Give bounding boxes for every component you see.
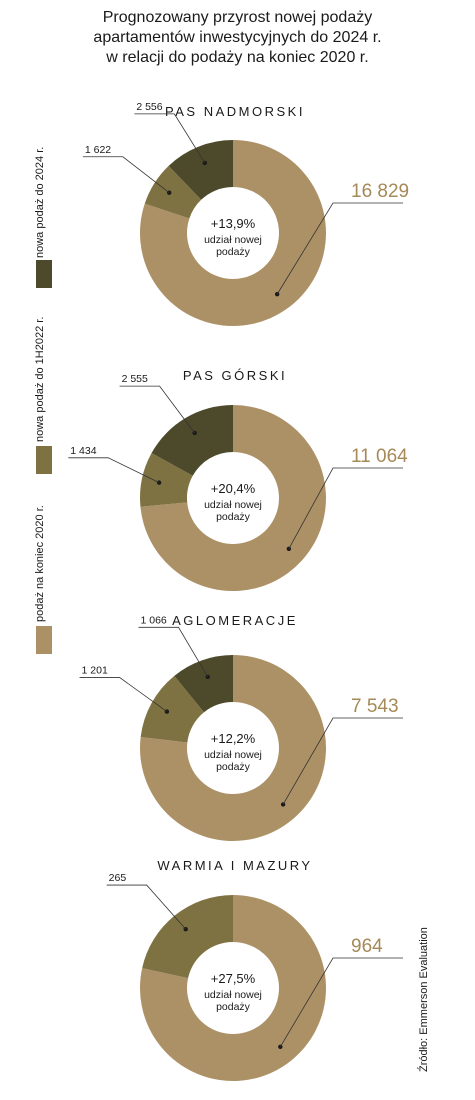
value-label-new-1h2022: 1 622 (85, 144, 111, 156)
slice-supply-2020 (140, 655, 326, 841)
slice-new-2024 (174, 655, 233, 713)
center-caption-line: podaży (216, 511, 251, 523)
leader-line-new-1h2022 (79, 677, 168, 712)
leader-dot-supply-2020 (286, 546, 292, 552)
leader-dot-new-2024 (202, 160, 208, 166)
center-caption-line: udział nowej (204, 989, 262, 1001)
region-title-pas-gorski: PAS GÓRSKI (182, 368, 288, 383)
leader-line-supply-2020 (282, 717, 403, 805)
title-line-2: apartamentów inwestycyjnych do 2024 r. (93, 29, 382, 46)
leader-line-supply-2020 (276, 202, 403, 295)
leader-dot-supply-2020 (274, 292, 280, 297)
slice-supply-2020 (140, 140, 326, 326)
leader-line-new-2024 (138, 626, 209, 678)
leader-line-new-1h2022 (106, 884, 186, 930)
value-label-new-1h2022: 265 (109, 872, 127, 884)
value-label-new-2024: 2 556 (136, 101, 162, 113)
legend-swatch-supply-2020 (36, 626, 52, 654)
region-title-pas-nadmorski: PAS NADMORSKI (165, 104, 305, 119)
value-label-new-2024: 2 555 (122, 373, 148, 385)
slice-new-1h2022 (144, 165, 202, 219)
leader-dot-new-1h2022 (156, 480, 162, 485)
leader-line-new-2024 (119, 385, 195, 434)
value-label-supply-2020: 11 064 (351, 446, 408, 467)
center-caption-line: udział nowej (204, 234, 262, 246)
slice-supply-2020 (139, 895, 326, 1081)
value-label-supply-2020: 964 (351, 936, 383, 957)
slice-new-1h2022 (140, 675, 204, 743)
slice-new-2024 (151, 405, 233, 476)
value-label-new-1h2022: 1 201 (82, 664, 108, 676)
chart-title: Prognozowany przyrost nowej podaży apart… (0, 8, 475, 68)
region-title-aglomeracje: AGLOMERACJE (172, 613, 298, 628)
value-label-new-1h2022: 1 434 (70, 445, 96, 457)
slice-new-2024 (168, 140, 233, 200)
value-label-supply-2020: 7 543 (351, 696, 399, 717)
center-caption-line: podaży (216, 1001, 251, 1013)
value-label-new-2024: 1 066 (141, 614, 167, 626)
center-caption-line: podaży (216, 761, 251, 773)
leader-line-new-2024 (134, 113, 206, 164)
leader-dot-supply-2020 (280, 802, 286, 807)
title-line-1: Prognozowany przyrost nowej podaży (102, 9, 373, 26)
slice-new-1h2022 (139, 453, 193, 507)
center-value: +12,2% (211, 731, 256, 746)
region-title-warmia-i-mazury: WARMIA I MAZURY (157, 858, 313, 873)
legend-swatch-new-1h2022 (36, 446, 52, 474)
slice-new-1h2022 (142, 895, 233, 979)
leader-line-new-1h2022 (68, 457, 160, 483)
center-value: +13,9% (211, 216, 256, 231)
leader-dot-supply-2020 (278, 1044, 283, 1050)
slice-supply-2020 (140, 405, 326, 591)
source-note: Źródło: Emmerson Evaluation (418, 927, 430, 1072)
center-value: +20,4% (211, 481, 256, 496)
leader-line-supply-2020 (279, 957, 403, 1048)
center-caption-line: udział nowej (204, 749, 262, 761)
title-line-3: w relacji do podaży na koniec 2020 r. (106, 49, 369, 66)
center-value: +27,5% (211, 971, 256, 986)
leader-line-supply-2020 (288, 467, 403, 550)
value-label-supply-2020: 16 829 (351, 181, 409, 202)
legend-swatch-new-2024 (36, 260, 52, 288)
center-caption-line: udział nowej (204, 499, 262, 511)
leader-line-new-1h2022 (82, 156, 170, 193)
center-caption-line: podaży (216, 246, 251, 258)
